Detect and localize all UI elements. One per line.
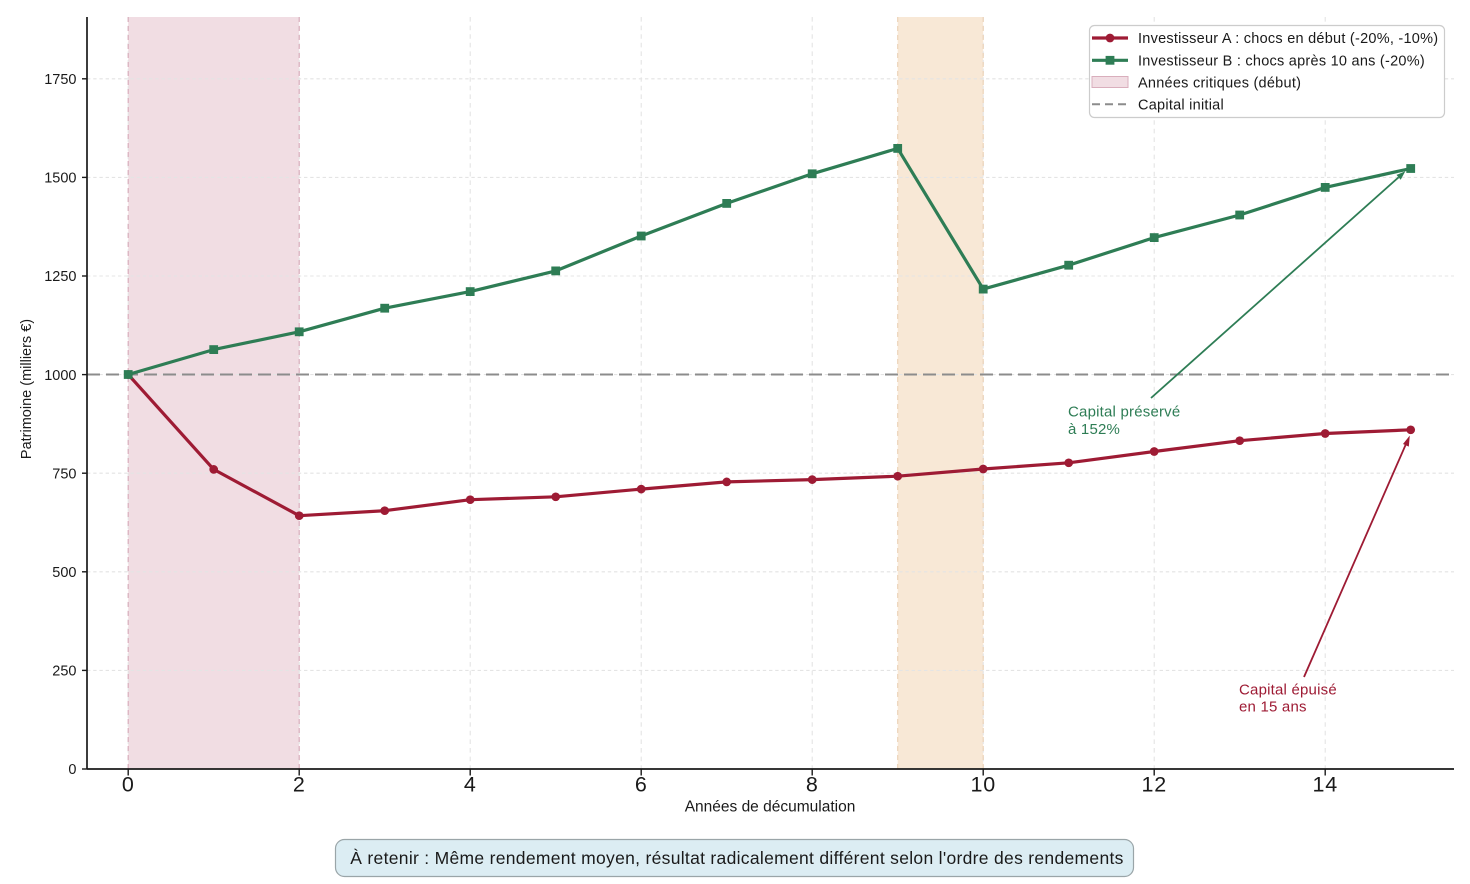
svg-text:500: 500: [52, 565, 76, 581]
svg-text:Investisseur A : chocs en débu: Investisseur A : chocs en début (-20%, -…: [1138, 31, 1438, 47]
svg-text:Capital initial: Capital initial: [1138, 98, 1224, 114]
svg-text:0: 0: [68, 762, 76, 778]
svg-text:0: 0: [122, 773, 135, 797]
svg-text:1750: 1750: [44, 72, 76, 88]
svg-text:14: 14: [1312, 773, 1338, 797]
svg-text:Patrimoine (milliers €): Patrimoine (milliers €): [19, 319, 35, 459]
svg-text:Années critiques (début): Années critiques (début): [1138, 76, 1301, 92]
svg-text:Capital préservé: Capital préservé: [1068, 404, 1180, 421]
svg-text:1250: 1250: [44, 269, 76, 285]
svg-text:Investisseur B : chocs après 1: Investisseur B : chocs après 10 ans (-20…: [1138, 54, 1425, 70]
svg-text:6: 6: [635, 773, 648, 797]
svg-text:12: 12: [1141, 773, 1167, 797]
svg-text:4: 4: [464, 773, 477, 797]
svg-text:250: 250: [52, 664, 76, 680]
svg-text:À retenir : Même rendement moy: À retenir : Même rendement moyen, résult…: [350, 848, 1123, 868]
svg-text:1500: 1500: [44, 171, 76, 187]
svg-text:1000: 1000: [44, 368, 76, 384]
svg-text:Capital épuisé: Capital épuisé: [1239, 682, 1337, 699]
svg-text:8: 8: [806, 773, 819, 797]
svg-text:2: 2: [293, 773, 306, 797]
svg-text:en 15 ans: en 15 ans: [1239, 699, 1307, 716]
svg-text:Années de décumulation: Années de décumulation: [685, 799, 856, 816]
svg-text:750: 750: [52, 466, 76, 482]
svg-text:10: 10: [970, 773, 996, 797]
svg-text:à 152%: à 152%: [1068, 421, 1120, 438]
